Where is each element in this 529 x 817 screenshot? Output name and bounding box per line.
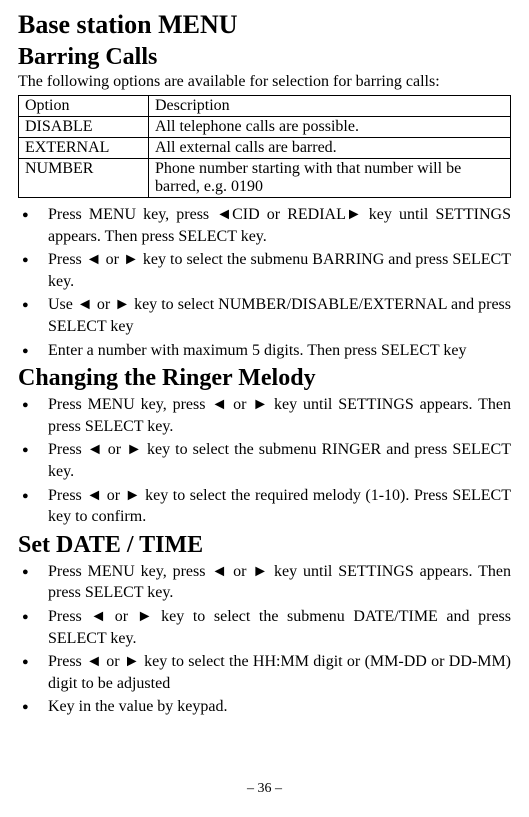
barring-list: Press MENU key, press ◄CID or REDIAL► ke… [18,204,511,361]
table-row: DISABLE All telephone calls are possible… [19,117,511,138]
list-item: Press MENU key, press ◄ or ► key until S… [18,561,511,604]
list-item: Press ◄ or ► key to select the submenu B… [18,249,511,292]
list-item: Key in the value by keypad. [18,696,511,718]
ringer-heading: Changing the Ringer Melody [18,365,511,392]
list-item: Press MENU key, press ◄CID or REDIAL► ke… [18,204,511,247]
list-item: Press ◄ or ► key to select the submenu D… [18,606,511,649]
ringer-list: Press MENU key, press ◄ or ► key until S… [18,394,511,528]
datetime-list: Press MENU key, press ◄ or ► key until S… [18,561,511,718]
table-header-cell: Description [149,96,511,117]
list-item: Press ◄ or ► key to select the submenu R… [18,439,511,482]
main-heading: Base station MENU [18,10,511,40]
barring-table: Option Description DISABLE All telephone… [18,95,511,198]
table-row: NUMBER Phone number starting with that n… [19,159,511,198]
table-row: EXTERNAL All external calls are barred. [19,138,511,159]
table-cell: Phone number starting with that number w… [149,159,511,198]
table-cell: DISABLE [19,117,149,138]
list-item: Enter a number with maximum 5 digits. Th… [18,340,511,362]
page-number: – 36 – [0,781,529,797]
table-cell: All external calls are barred. [149,138,511,159]
table-cell: NUMBER [19,159,149,198]
barring-intro: The following options are available for … [18,73,511,91]
list-item: Press ◄ or ► key to select the required … [18,485,511,528]
list-item: Press MENU key, press ◄ or ► key until S… [18,394,511,437]
datetime-heading: Set DATE / TIME [18,532,511,559]
table-header-row: Option Description [19,96,511,117]
table-cell: EXTERNAL [19,138,149,159]
list-item: Use ◄ or ► key to select NUMBER/DISABLE/… [18,294,511,337]
barring-heading: Barring Calls [18,44,511,71]
list-item: Press ◄ or ► key to select the HH:MM dig… [18,651,511,694]
table-header-cell: Option [19,96,149,117]
table-cell: All telephone calls are possible. [149,117,511,138]
